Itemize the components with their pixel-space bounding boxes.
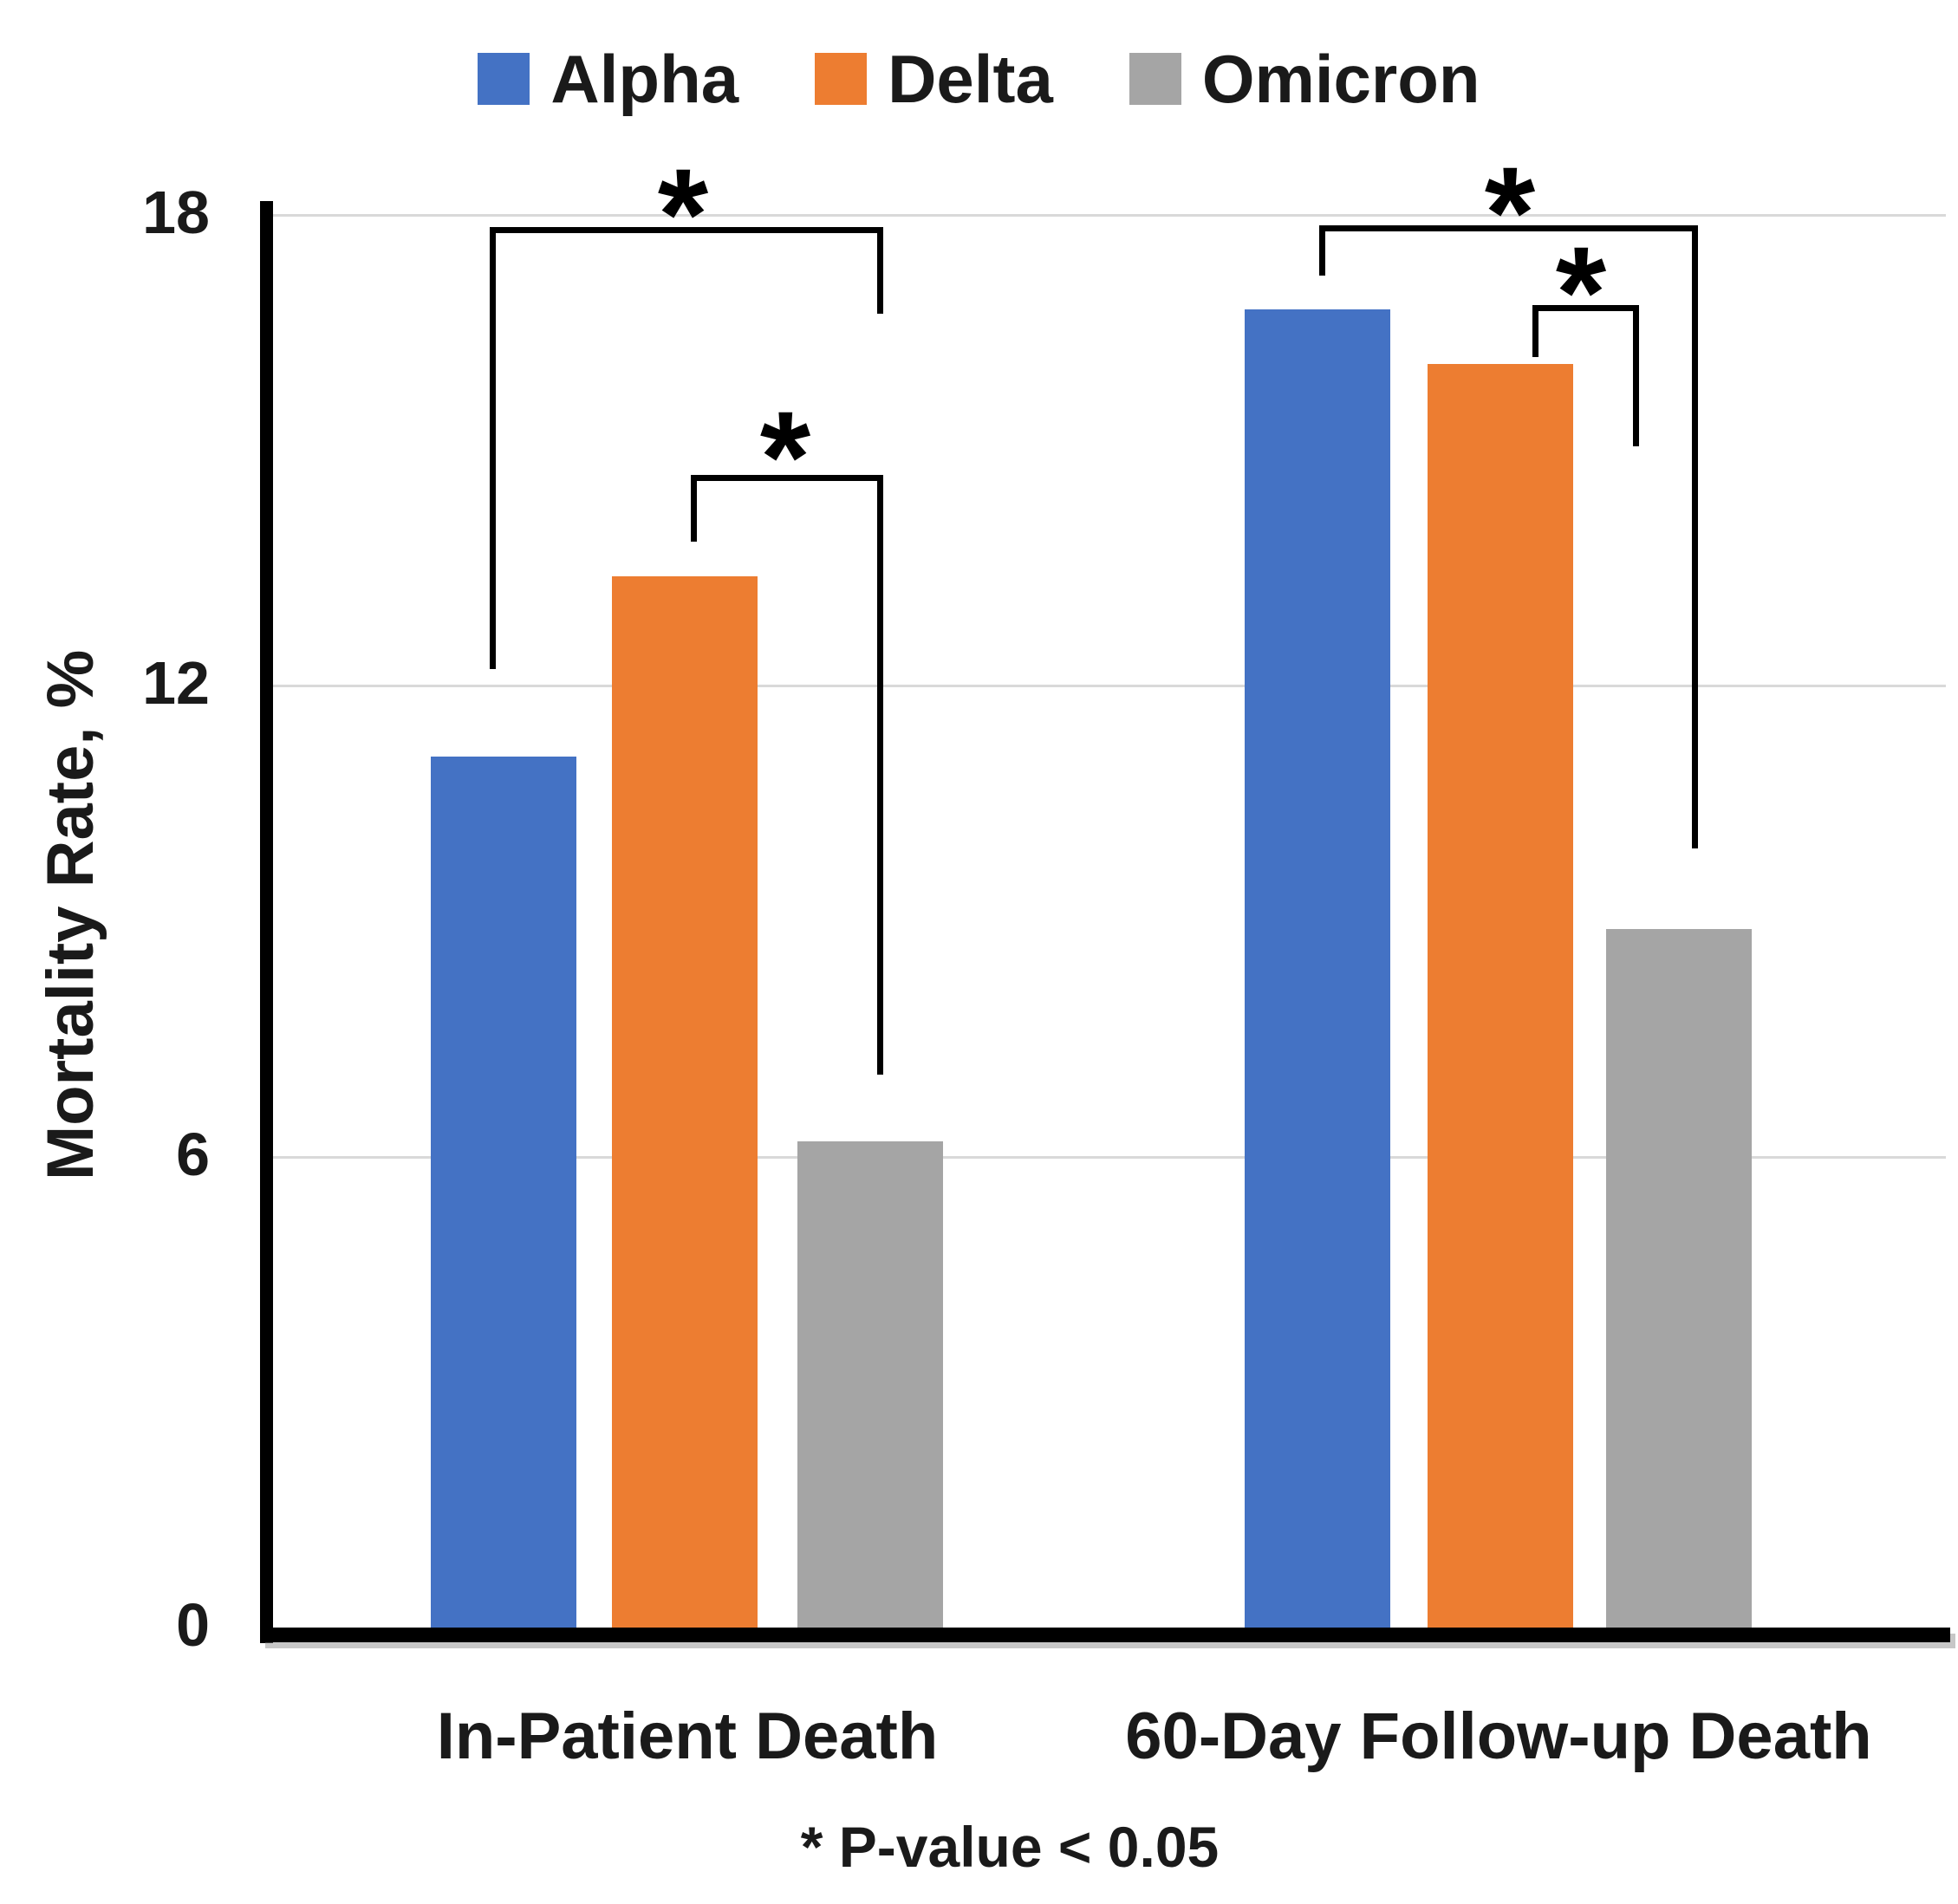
bracket-delta-vs-omicron-60-day-follow-up-death-bar <box>1532 305 1639 311</box>
bracket-alpha-vs-omicron-60-day-follow-up-death-right-leg <box>1692 225 1698 848</box>
bracket-delta-vs-omicron-in-patient-death-left-leg <box>691 475 697 542</box>
bar-alpha-in-patient-death <box>431 756 576 1628</box>
legend-label-delta: Delta <box>888 41 1053 117</box>
bracket-alpha-vs-omicron-in-patient-death-bar <box>490 227 883 233</box>
legend-item-delta: Delta <box>815 45 1053 113</box>
y-tick-6: 6 <box>176 1120 210 1188</box>
pvalue-footnote: * P-value < 0.05 <box>800 1815 1220 1879</box>
y-tick-18: 18 <box>142 179 210 246</box>
x-category-label-in-patient-death: In-Patient Death <box>436 1699 939 1773</box>
bracket-alpha-vs-omicron-in-patient-death-left-leg <box>490 227 496 669</box>
legend-label-alpha: Alpha <box>550 41 739 117</box>
legend-label-omicron: Omicron <box>1201 41 1480 117</box>
bracket-delta-vs-omicron-60-day-follow-up-death-left-leg <box>1532 305 1538 357</box>
legend-swatch-omicron <box>1129 53 1181 105</box>
y-axis-line <box>260 201 273 1643</box>
bar-omicron-in-patient-death <box>797 1140 943 1628</box>
bracket-delta-vs-omicron-in-patient-death-right-leg <box>877 475 883 1075</box>
legend-item-omicron: Omicron <box>1129 45 1480 113</box>
legend-item-alpha: Alpha <box>478 45 738 113</box>
gridline-6 <box>273 1155 1946 1159</box>
bracket-alpha-vs-omicron-60-day-follow-up-death-left-leg <box>1319 225 1325 276</box>
bracket-delta-vs-omicron-60-day-follow-up-death-right-leg <box>1633 305 1639 446</box>
significance-star-60-day-follow-up-death-3: * <box>1555 219 1607 365</box>
significance-star-60-day-follow-up-death-2: * <box>1484 140 1536 285</box>
chart-legend: Alpha Delta Omicron <box>0 45 1958 113</box>
legend-swatch-alpha <box>478 53 530 105</box>
bar-delta-60-day-follow-up-death <box>1428 364 1573 1628</box>
y-tick-12: 12 <box>142 649 210 718</box>
significance-star-in-patient-death-0: * <box>657 141 709 287</box>
bar-omicron-60-day-follow-up-death <box>1606 929 1752 1628</box>
legend-swatch-delta <box>815 53 868 105</box>
x-axis-line <box>260 1628 1950 1642</box>
bar-alpha-60-day-follow-up-death <box>1245 309 1390 1628</box>
bracket-delta-vs-omicron-in-patient-death-bar <box>691 475 883 481</box>
y-tick-0: 0 <box>176 1591 210 1659</box>
bracket-alpha-vs-omicron-60-day-follow-up-death-bar <box>1319 225 1698 231</box>
significance-star-in-patient-death-1: * <box>759 384 811 530</box>
gridline-18 <box>273 214 1946 217</box>
bracket-alpha-vs-omicron-in-patient-death-right-leg <box>877 227 883 314</box>
x-category-label-60-day-follow-up-death: 60-Day Follow-up Death <box>1125 1699 1872 1773</box>
gridline-12 <box>273 685 1946 688</box>
bar-delta-in-patient-death <box>612 575 758 1628</box>
